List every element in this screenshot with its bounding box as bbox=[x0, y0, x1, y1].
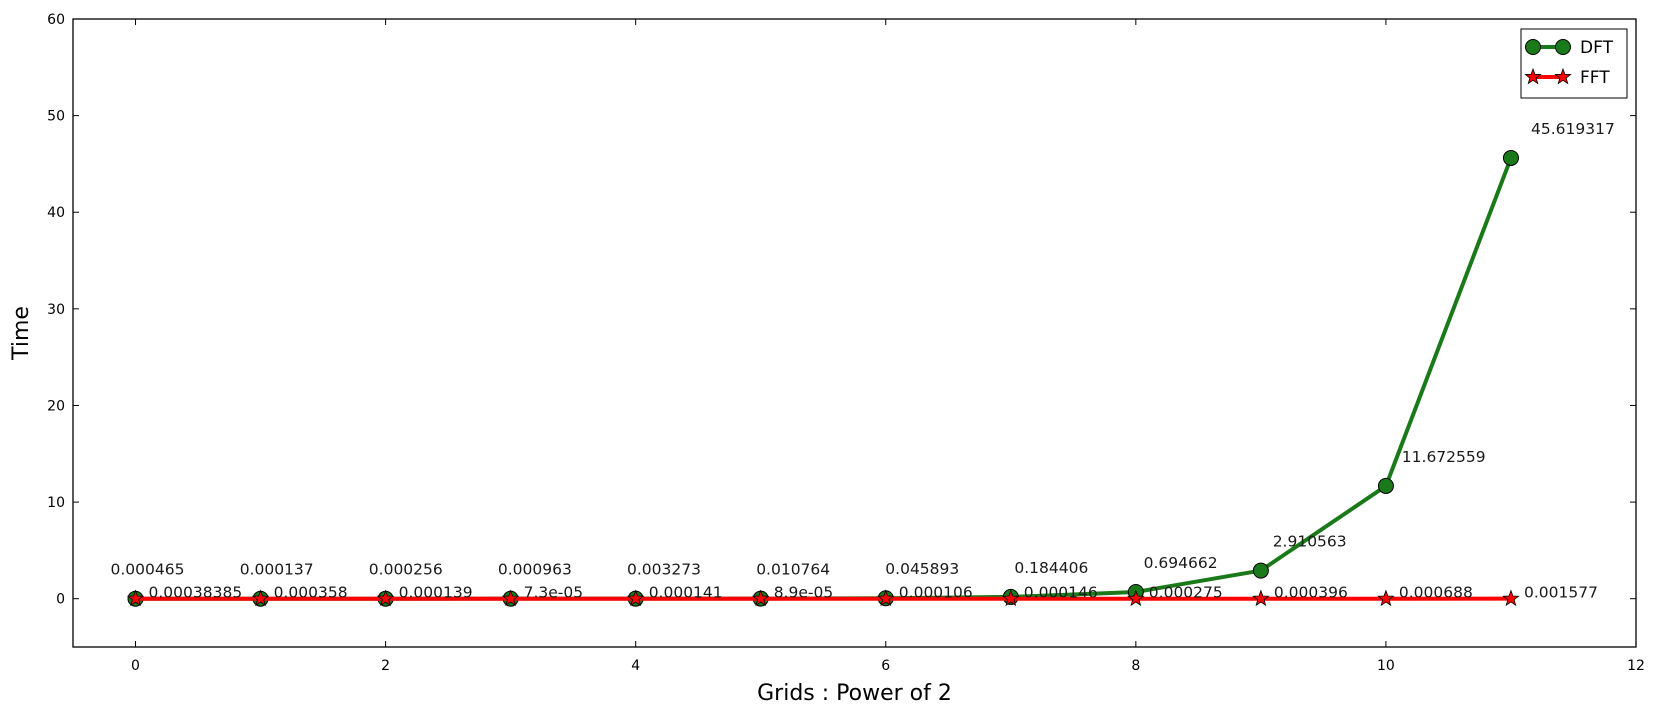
fft-data-label: 0.000141 bbox=[649, 584, 723, 602]
fft-point bbox=[877, 589, 895, 607]
fft-point bbox=[1502, 589, 1520, 607]
fft-data-label: 0.000688 bbox=[1399, 584, 1473, 602]
y-tick-label: 20 bbox=[47, 398, 65, 414]
fft-data-label: 0.000106 bbox=[899, 584, 973, 602]
dft-data-label: 0.010764 bbox=[756, 561, 830, 579]
fft-data-label: 0.00038385 bbox=[149, 584, 243, 602]
fft-point bbox=[251, 589, 270, 607]
dft-data-label: 0.003273 bbox=[627, 561, 701, 579]
y-tick-label: 10 bbox=[47, 495, 65, 511]
fft-data-label: 0.000396 bbox=[1274, 584, 1348, 602]
fft-point bbox=[751, 589, 770, 607]
y-tick-label: 40 bbox=[47, 205, 65, 221]
fft-point bbox=[1002, 589, 1020, 607]
dft-data-label: 0.694662 bbox=[1144, 554, 1218, 572]
x-tick-label: 4 bbox=[631, 658, 640, 674]
x-tick-label: 12 bbox=[1627, 658, 1645, 674]
legend-dft-marker bbox=[1525, 39, 1541, 55]
dft-data-label: 0.045893 bbox=[885, 560, 959, 578]
y-tick-label: 0 bbox=[56, 592, 65, 608]
fft-point bbox=[1127, 589, 1145, 607]
dft-data-label: 11.672559 bbox=[1402, 448, 1486, 466]
dft-data-label: 0.000963 bbox=[498, 561, 572, 579]
dft-data-label: 0.000137 bbox=[240, 561, 314, 579]
dft-data-label: 0.000256 bbox=[369, 561, 443, 579]
fft-data-label: 0.000358 bbox=[274, 584, 348, 602]
y-tick-label: 60 bbox=[47, 12, 65, 28]
legend: DFT FFT bbox=[1520, 28, 1628, 99]
y-tick-label: 30 bbox=[47, 302, 65, 318]
fft-point bbox=[1377, 589, 1395, 607]
legend-fft-label: FFT bbox=[1580, 68, 1610, 88]
x-tick-label: 0 bbox=[131, 658, 140, 674]
fft-data-label: 0.000139 bbox=[399, 584, 473, 602]
y-axis-title: Time bbox=[9, 306, 34, 361]
fft-point bbox=[501, 589, 520, 607]
fft-point bbox=[1252, 589, 1270, 607]
dft-data-label: 0.184406 bbox=[1014, 559, 1088, 577]
legend-dft-label: DFT bbox=[1580, 38, 1614, 58]
x-tick-label: 10 bbox=[1377, 658, 1395, 674]
fft-data-label: 0.000275 bbox=[1149, 584, 1223, 602]
fft-point bbox=[376, 589, 395, 607]
legend-box bbox=[1520, 28, 1628, 99]
dft-data-label: 45.619317 bbox=[1531, 120, 1615, 138]
legend-fft-marker bbox=[1524, 67, 1542, 85]
x-tick-label: 8 bbox=[1131, 658, 1140, 674]
dft-point bbox=[1252, 562, 1269, 579]
dft-point bbox=[1502, 149, 1519, 166]
dft-point bbox=[1377, 477, 1394, 494]
dft-data-label: 2.910563 bbox=[1273, 533, 1347, 551]
fft-point bbox=[626, 589, 645, 607]
plot-frame bbox=[72, 18, 1637, 648]
fft-data-label: 0.000146 bbox=[1024, 584, 1098, 602]
legend-dft-marker bbox=[1555, 39, 1571, 55]
plot-area: 0.000465 0.000137 0.000256 0.000963 0.003273… bbox=[111, 120, 1615, 607]
legend-fft-marker bbox=[1554, 67, 1572, 85]
fft-data-label: 0.001577 bbox=[1524, 584, 1598, 602]
x-tick-label: 2 bbox=[381, 658, 390, 674]
axes: 0 2 4 6 8 10 12 0 10 20 30 40 50 60 bbox=[47, 12, 1645, 674]
x-axis-title: Grids : Power of 2 bbox=[757, 681, 952, 706]
dft-data-label: 0.000465 bbox=[111, 561, 185, 579]
fft-data-label: 8.9e-05 bbox=[774, 584, 834, 602]
x-tick-label: 6 bbox=[881, 658, 890, 674]
fft-data-label: 7.3e-05 bbox=[524, 584, 584, 602]
fft-point bbox=[126, 589, 145, 607]
y-tick-label: 50 bbox=[47, 109, 65, 125]
